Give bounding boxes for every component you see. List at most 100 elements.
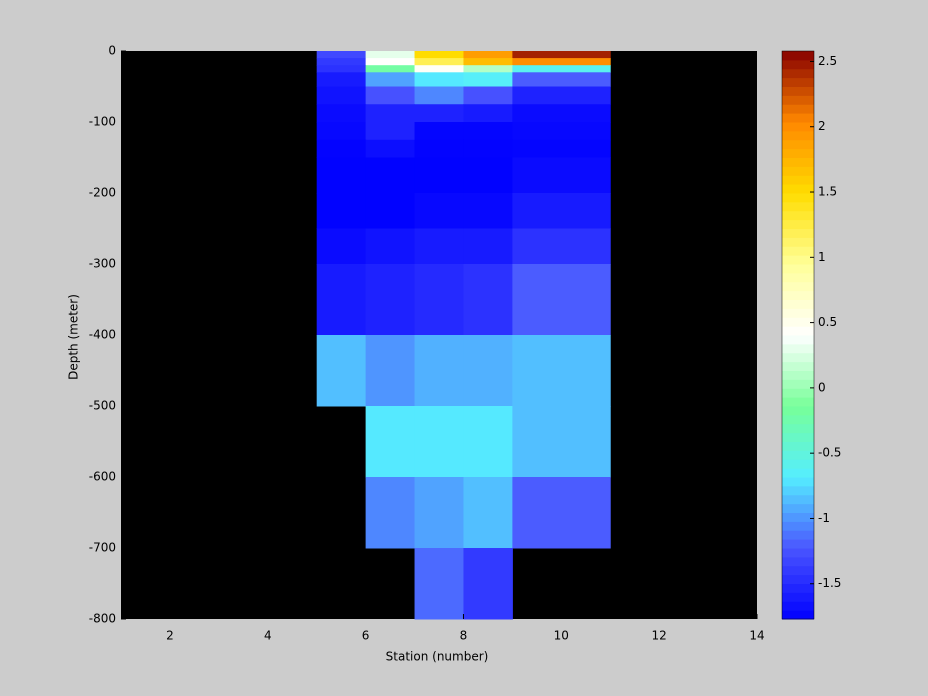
- colorbar-band: [782, 51, 814, 61]
- colorbar-band: [782, 423, 814, 434]
- colorbar-band: [782, 530, 814, 540]
- colorbar-tick-label: 2.5: [818, 54, 837, 68]
- colorbar-band: [782, 343, 814, 354]
- heatmap-cell: [463, 122, 513, 141]
- colorbar-band: [782, 210, 814, 221]
- colorbar-tick-label: 2: [818, 119, 826, 133]
- colorbar-band: [782, 539, 814, 549]
- heatmap-cell: [414, 139, 464, 158]
- heatmap-cell: [316, 122, 367, 141]
- colorbar-band: [782, 406, 814, 416]
- heatmap-cell: [463, 65, 513, 73]
- colorbar-band: [782, 477, 814, 487]
- heatmap-cell: [365, 335, 416, 407]
- heatmap-cell: [512, 65, 611, 73]
- y-tick-label: -500: [89, 399, 116, 413]
- colorbar-band: [782, 272, 814, 283]
- colorbar-band: [782, 157, 814, 167]
- heatmap-cell: [365, 193, 416, 229]
- colorbar-band: [782, 432, 814, 442]
- heatmap-cell: [512, 104, 611, 123]
- heatmap-cell: [463, 86, 513, 105]
- heatmap-cell: [365, 264, 416, 336]
- colorbar-band: [782, 335, 814, 345]
- heatmap-cell: [414, 51, 464, 59]
- colorbar-tick-label: 1: [818, 250, 826, 264]
- heatmap-cell: [414, 157, 464, 194]
- heatmap-cell: [463, 157, 513, 194]
- heatmap-cell: [414, 335, 464, 407]
- heatmap-cell: [414, 65, 464, 73]
- heatmap-cell: [512, 477, 611, 549]
- colorbar-band: [782, 228, 814, 238]
- heatmap-cell: [512, 228, 611, 265]
- colorbar-band: [782, 459, 814, 469]
- colorbar-band: [782, 104, 814, 114]
- colorbar-band: [782, 86, 814, 96]
- x-tick-label: 2: [166, 629, 174, 643]
- colorbar-band: [782, 326, 814, 336]
- colorbar-band: [782, 299, 814, 309]
- heatmap-cell: [365, 406, 416, 478]
- colorbar-tick-label: -1.5: [818, 576, 841, 590]
- colorbar-band: [782, 370, 814, 380]
- heatmap-cell: [414, 228, 464, 265]
- colorbar-band: [782, 512, 814, 522]
- heatmap-cell: [365, 157, 416, 194]
- heatmap-cell: [365, 139, 416, 158]
- colorbar-band: [782, 139, 814, 150]
- colorbar-band: [782, 184, 814, 194]
- colorbar-band: [782, 485, 814, 496]
- colorbar-band: [782, 166, 814, 176]
- colorbar-band: [782, 290, 814, 300]
- colorbar-frame: [781, 50, 815, 620]
- x-tick-label: 12: [652, 629, 667, 643]
- colorbar-band: [782, 352, 814, 363]
- heatmap-cell: [463, 264, 513, 336]
- heatmap-cell: [365, 86, 416, 105]
- y-tick-label: -300: [89, 257, 116, 271]
- heatmap-cell: [512, 406, 611, 478]
- heatmap-cell: [365, 477, 416, 549]
- colorbar-band: [782, 148, 814, 158]
- heatmap-cell: [463, 406, 513, 478]
- heatmap-cell: [463, 104, 513, 123]
- heatmap-cell: [316, 58, 367, 66]
- heatmap-cell: [414, 104, 464, 123]
- heatmap-cell: [463, 548, 513, 620]
- colorbar-band: [782, 317, 814, 327]
- heatmap-cell: [512, 122, 611, 141]
- colorbar-band: [782, 521, 814, 531]
- colorbar-band: [782, 565, 814, 576]
- heatmap-cell: [512, 58, 611, 66]
- y-tick-label: -600: [89, 470, 116, 484]
- y-tick-label: -700: [89, 541, 116, 555]
- heatmap-cell: [414, 193, 464, 229]
- x-tick-label: 8: [460, 629, 468, 643]
- heatmap-cell: [365, 104, 416, 123]
- colorbar-band: [782, 494, 814, 505]
- heatmap-cell: [414, 548, 464, 620]
- heatmap-cell: [414, 264, 464, 336]
- heatmap-cell: [414, 406, 464, 478]
- colorbar-band: [782, 246, 814, 256]
- colorbar-band: [782, 59, 814, 70]
- heatmap-cell: [512, 86, 611, 105]
- colorbar-band: [782, 237, 814, 247]
- x-tick-label: 14: [749, 629, 764, 643]
- colorbar-band: [782, 592, 814, 602]
- colorbar-band: [782, 130, 814, 141]
- heatmap-cell: [316, 72, 367, 87]
- x-tick-label: 4: [264, 629, 272, 643]
- heatmap-cell: [463, 335, 513, 407]
- heatmap-cell: [463, 72, 513, 87]
- heatmap-cell: [463, 193, 513, 229]
- heatmap-cell: [316, 264, 367, 336]
- colorbar-tick-label: 1.5: [818, 185, 837, 199]
- heatmap-cell: [316, 139, 367, 158]
- colorbar-band: [782, 175, 814, 185]
- heatmap-cell: [512, 139, 611, 158]
- heatmap-cell: [414, 86, 464, 105]
- colorbar-tick-label: 0: [818, 380, 826, 394]
- heatmap-cell: [365, 58, 416, 66]
